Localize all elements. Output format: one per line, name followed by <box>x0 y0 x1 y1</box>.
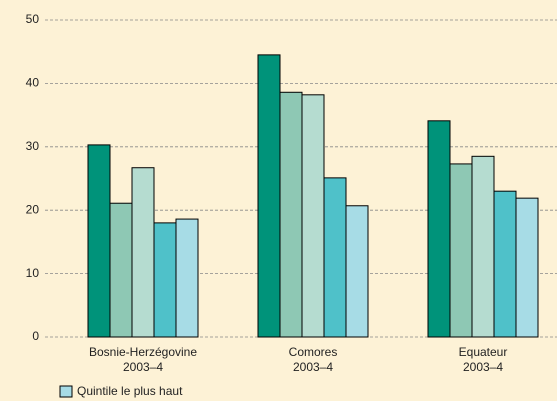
y-tick-label: 40 <box>26 76 40 90</box>
bar <box>131 167 155 338</box>
x-tick-sublabel: 2003–4 <box>463 360 503 374</box>
y-tick-label: 20 <box>26 202 40 216</box>
y-tick-label: 0 <box>32 329 39 343</box>
bar <box>323 177 347 338</box>
bar <box>153 222 177 338</box>
x-tick-sublabel: 2003–4 <box>293 360 333 374</box>
bar <box>427 120 451 338</box>
bar <box>449 163 473 338</box>
y-tick-label: 50 <box>26 12 40 26</box>
x-tick-label: Equateur <box>459 345 508 359</box>
x-tick-label: Comores <box>289 345 338 359</box>
x-tick-sublabel: 2003–4 <box>123 360 163 374</box>
bar <box>345 205 369 338</box>
bar <box>493 190 517 338</box>
bar <box>515 197 539 338</box>
bar <box>471 155 495 338</box>
bar <box>279 91 303 338</box>
bar <box>109 202 133 338</box>
bar <box>175 218 199 338</box>
legend-label: Quintile le plus haut <box>77 384 183 398</box>
x-tick-label: Bosnie-Herzégovine <box>89 345 197 359</box>
bar <box>257 54 281 338</box>
y-tick-label: 30 <box>26 139 40 153</box>
y-tick-label: 10 <box>26 266 40 280</box>
bar <box>87 144 111 338</box>
bar <box>301 94 325 338</box>
legend-swatch <box>59 385 73 398</box>
